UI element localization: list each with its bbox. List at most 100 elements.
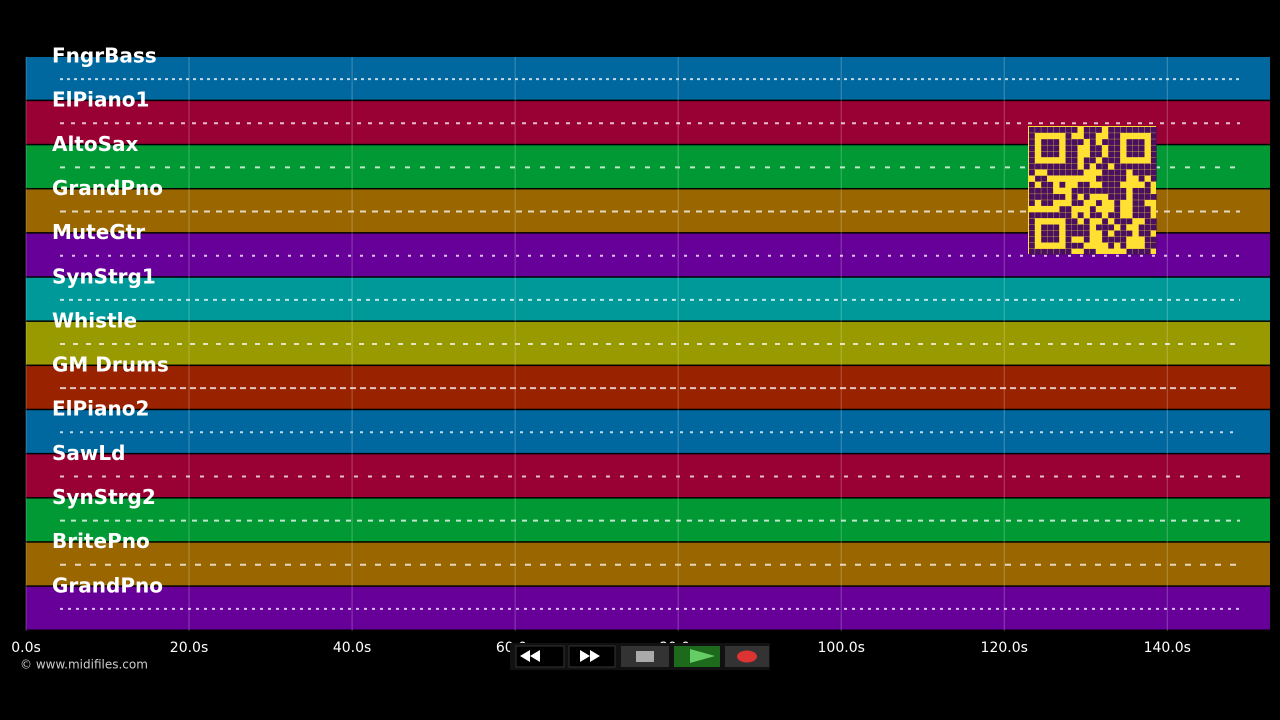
stop-button[interactable] xyxy=(621,646,669,667)
qr-cell xyxy=(1089,248,1096,255)
qr-cell xyxy=(1047,181,1054,188)
qr-cell xyxy=(1077,181,1084,188)
qr-cell xyxy=(1120,163,1127,170)
qr-cell xyxy=(1144,212,1151,219)
qr-cell xyxy=(1144,224,1151,231)
qr-cell xyxy=(1114,218,1121,225)
qr-cell xyxy=(1065,169,1072,176)
qr-cell xyxy=(1138,212,1145,219)
qr-cell xyxy=(1083,127,1090,133)
qr-cell xyxy=(1120,175,1127,182)
qr-cell xyxy=(1047,200,1054,206)
qr-cell xyxy=(1065,248,1072,255)
qr-cell xyxy=(1114,181,1121,188)
qr-cell xyxy=(1089,127,1096,133)
qr-cell xyxy=(1047,194,1054,200)
qr-cell xyxy=(1029,242,1035,249)
qr-cell xyxy=(1035,163,1041,170)
qr-cell xyxy=(1083,236,1090,243)
qr-cell xyxy=(1047,224,1054,231)
qr-cell xyxy=(1041,181,1047,188)
play-button[interactable] xyxy=(674,646,720,667)
qr-cell xyxy=(1138,200,1145,206)
qr-cell xyxy=(1114,139,1121,145)
qr-cell xyxy=(1065,157,1072,164)
qr-cell xyxy=(1041,187,1047,194)
qr-cell xyxy=(1041,236,1047,243)
track-name: BritePno xyxy=(52,529,150,553)
x-tick-label: 120.0s xyxy=(981,640,1028,656)
qr-cell xyxy=(1126,163,1133,170)
x-tick-label: 100.0s xyxy=(818,640,865,656)
qr-cell xyxy=(1144,230,1151,237)
qr-cell xyxy=(1132,206,1139,213)
qr-cell xyxy=(1065,212,1072,219)
qr-cell xyxy=(1035,212,1041,219)
qr-cell xyxy=(1096,224,1102,231)
qr-cell xyxy=(1150,133,1157,139)
qr-cell xyxy=(1035,187,1041,194)
qr-cell xyxy=(1041,175,1047,182)
qr-cell xyxy=(1138,139,1145,145)
qr-cell xyxy=(1071,169,1078,176)
qr-cell xyxy=(1150,127,1157,133)
qr-cell xyxy=(1102,157,1108,164)
qr-cell xyxy=(1041,145,1047,152)
qr-cell xyxy=(1114,145,1121,152)
qr-cell xyxy=(1071,127,1078,133)
qr-cell xyxy=(1108,224,1115,231)
qr-cell xyxy=(1114,206,1121,213)
qr-cell xyxy=(1102,230,1108,237)
qr-cell xyxy=(1053,224,1060,231)
qr-cell xyxy=(1041,200,1047,206)
qr-cell xyxy=(1096,212,1102,219)
qr-cell xyxy=(1114,212,1121,219)
qr-cell xyxy=(1065,145,1072,152)
qr-cell xyxy=(1132,200,1139,206)
qr-cell xyxy=(1102,187,1108,194)
qr-cell xyxy=(1053,139,1060,145)
qr-cell xyxy=(1114,230,1121,237)
qr-cell xyxy=(1108,194,1115,200)
qr-cell xyxy=(1089,133,1096,139)
qr-cell xyxy=(1132,163,1139,170)
qr-cell xyxy=(1053,127,1060,133)
qr-cell xyxy=(1029,236,1035,243)
x-tick-label: 0.0s xyxy=(11,640,41,656)
qr-cell xyxy=(1029,169,1035,176)
qr-cell xyxy=(1102,218,1108,225)
track-name: SawLd xyxy=(52,441,125,465)
qr-cell xyxy=(1144,242,1151,249)
qr-cell xyxy=(1089,145,1096,152)
qr-cell xyxy=(1059,212,1066,219)
qr-cell xyxy=(1150,169,1157,176)
qr-cell xyxy=(1053,169,1060,176)
qr-cell xyxy=(1132,139,1139,145)
qr-cell xyxy=(1029,133,1035,139)
qr-cell xyxy=(1053,145,1060,152)
record-button[interactable] xyxy=(725,646,769,667)
qr-cell xyxy=(1144,181,1151,188)
qr-cell xyxy=(1132,151,1139,158)
track-name: GrandPno xyxy=(52,176,163,200)
forward-button[interactable] xyxy=(568,645,616,668)
qr-cell xyxy=(1047,145,1054,152)
qr-cell xyxy=(1065,133,1072,139)
qr-cell xyxy=(1035,248,1041,255)
qr-cell xyxy=(1065,224,1072,231)
qr-cell xyxy=(1053,194,1060,200)
qr-cell xyxy=(1114,157,1121,164)
qr-cell xyxy=(1150,236,1157,243)
qr-cell xyxy=(1150,218,1157,225)
qr-cell xyxy=(1089,139,1096,145)
rewind-button[interactable] xyxy=(515,645,565,668)
qr-cell xyxy=(1150,157,1157,164)
track-name: ElPiano1 xyxy=(52,88,149,112)
qr-cell xyxy=(1102,236,1108,243)
qr-cell xyxy=(1041,224,1047,231)
qr-cell xyxy=(1083,224,1090,231)
qr-cell xyxy=(1047,163,1054,170)
qr-cell xyxy=(1102,181,1108,188)
track-name: GM Drums xyxy=(52,353,169,377)
